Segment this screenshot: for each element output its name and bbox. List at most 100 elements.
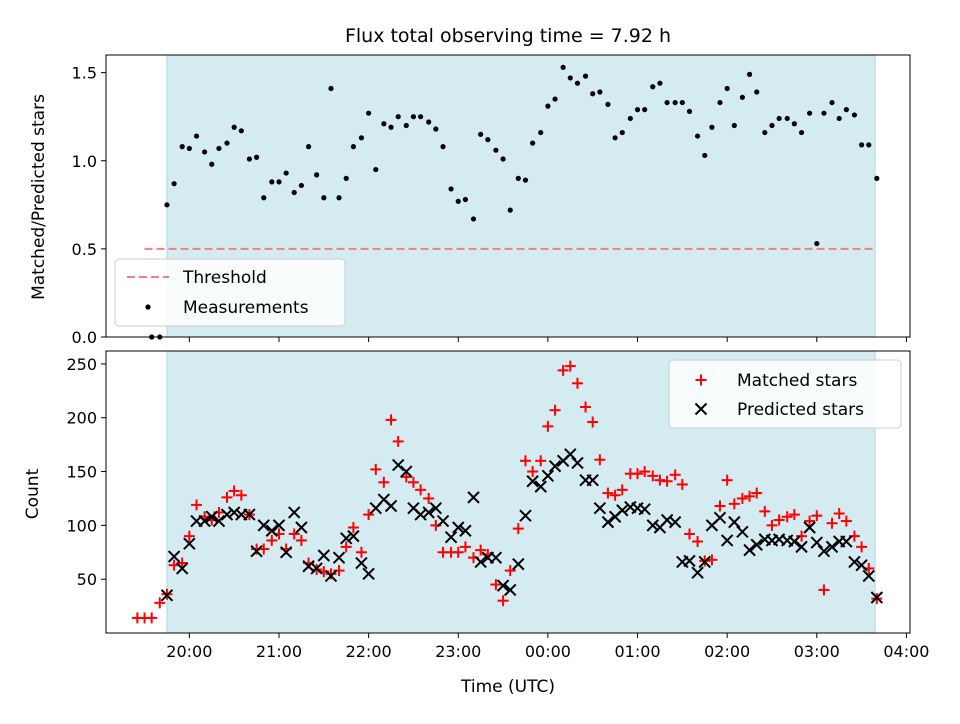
predicted-star-point	[414, 508, 427, 521]
time-x-ticks: 20:00 21:00 22:00 23:00 00:00 01:00 02:00 03:00…	[166, 633, 929, 661]
x-stroke	[212, 514, 226, 528]
measurement-point	[522, 177, 529, 183]
measurement-point	[410, 114, 417, 120]
measurement-point	[807, 110, 813, 116]
predicted-star-point	[436, 514, 450, 528]
x-stroke	[429, 501, 443, 515]
measurement-point	[724, 85, 730, 92]
matched-star-point	[714, 500, 726, 512]
ratio-y-ticks: 0.0 0.5 1.0 1.5	[72, 64, 106, 347]
x-stroke	[452, 521, 465, 534]
matched-star-point	[452, 546, 464, 558]
predicted-star-point	[444, 530, 458, 544]
measurement-point	[426, 119, 432, 125]
predicted-star-point	[205, 510, 218, 523]
measurement-point	[552, 96, 558, 102]
x-stroke	[616, 504, 629, 517]
x-stroke	[601, 515, 615, 529]
measurement-point	[328, 85, 334, 92]
x-stroke	[803, 521, 816, 534]
measurement-point	[829, 99, 835, 106]
measurement-point	[366, 110, 372, 116]
matched-star-point	[796, 530, 808, 542]
measurement-point	[582, 73, 589, 79]
measurement-point	[209, 161, 215, 167]
predicted-star-point	[295, 521, 308, 534]
x-stroke	[295, 521, 308, 534]
matched-star-point	[736, 492, 748, 504]
measurement-point	[538, 129, 544, 136]
measurement-point	[605, 101, 611, 107]
measurement-point	[634, 107, 641, 113]
predicted-star-point	[728, 515, 741, 529]
matched-star-point	[191, 499, 203, 511]
predicted-star-point	[840, 535, 853, 548]
measurement-point	[657, 80, 663, 86]
x-stroke	[288, 506, 301, 519]
matched-star-point	[833, 508, 845, 520]
predicted-star-point	[362, 567, 375, 581]
measurement-points	[149, 64, 880, 340]
count-panel: 50 100 150 200 250 20:00 21:00 22:00 23:00 00:00…	[23, 350, 929, 697]
ratio-y-axis-label: Matched/Predicted stars	[29, 94, 49, 300]
x-stroke	[870, 591, 884, 604]
x-stroke	[646, 519, 659, 532]
x-stroke	[743, 543, 756, 557]
time-x-tick-label: 22:00	[346, 642, 392, 661]
measurement-point	[769, 122, 775, 129]
x-stroke	[347, 529, 360, 543]
matched-star-point	[602, 487, 614, 499]
x-stroke	[227, 506, 241, 519]
predicted-star-point	[310, 562, 323, 575]
predicted-star-point	[616, 504, 629, 517]
predicted-star-point	[302, 560, 315, 573]
x-stroke	[340, 532, 353, 545]
matched-star-point	[423, 492, 435, 504]
predicted-star-point	[257, 519, 270, 532]
x-stroke	[414, 508, 427, 521]
measurement-point	[731, 122, 737, 129]
predicted-star-point	[198, 514, 211, 528]
predicted-star-point	[288, 506, 301, 519]
predicted-star-point	[474, 555, 487, 569]
predicted-star-point	[817, 544, 831, 558]
x-stroke	[496, 579, 510, 592]
matched-star-point	[527, 466, 539, 478]
matched-star-point	[504, 565, 516, 577]
measurement-point	[746, 71, 753, 77]
measurement-point	[612, 135, 618, 141]
x-stroke	[377, 493, 391, 506]
matched-star-point	[766, 519, 778, 531]
x-stroke	[198, 514, 211, 528]
predicted-star-point	[736, 525, 749, 539]
measurement-point	[343, 175, 349, 181]
x-stroke	[243, 508, 256, 521]
legend-predicted-label: Predicted stars	[737, 400, 864, 420]
x-stroke	[683, 554, 696, 568]
matched-star-point	[407, 476, 419, 488]
ratio-y-tick-label: 1.0	[72, 152, 97, 171]
x-stroke	[265, 524, 279, 537]
x-stroke	[691, 566, 704, 579]
x-stroke	[541, 469, 555, 483]
measurement-point	[224, 140, 230, 146]
measurement-point	[574, 80, 581, 86]
measurement-point	[627, 115, 633, 122]
time-x-tick-label: 00:00	[525, 642, 571, 661]
matched-star-point	[355, 546, 367, 558]
x-stroke	[564, 448, 577, 461]
predicted-star-point	[795, 540, 808, 554]
predicted-star-point	[750, 538, 763, 551]
measurement-point	[283, 170, 289, 176]
measurement-point	[507, 207, 513, 213]
matched-star-point	[639, 466, 651, 478]
measurement-point	[216, 145, 222, 152]
matched-star-point	[347, 522, 359, 534]
matched-star-point	[826, 517, 838, 529]
matched-star-point	[744, 490, 756, 502]
measurement-point	[395, 114, 401, 120]
measurement-point	[448, 186, 454, 192]
count-legend: Matched stars Predicted stars	[668, 359, 902, 429]
matched-star-point	[609, 489, 621, 501]
x-stroke	[526, 475, 539, 488]
